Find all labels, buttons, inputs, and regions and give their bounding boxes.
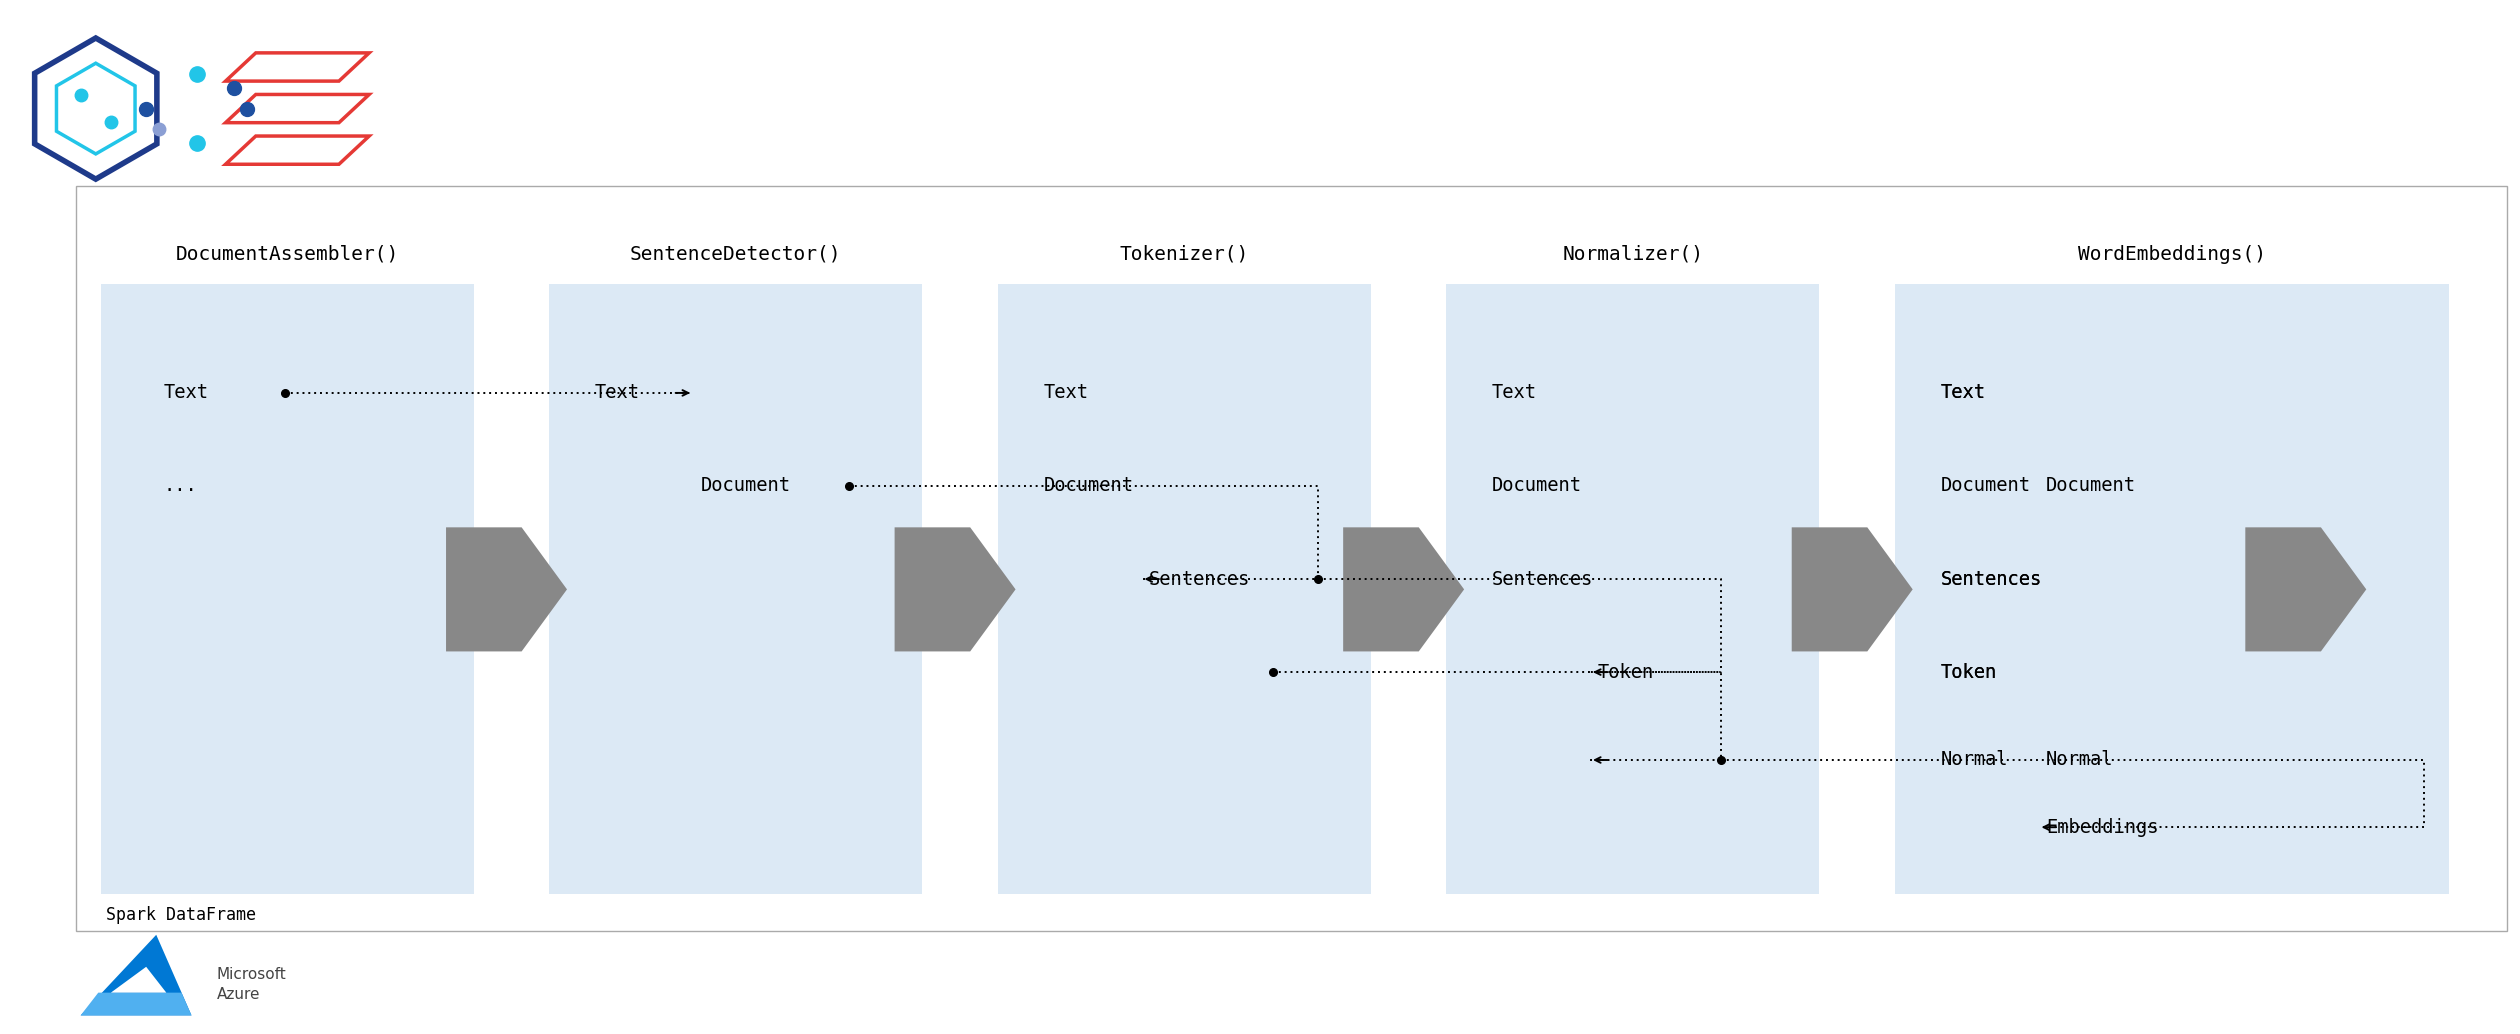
Text: Text: Text bbox=[1492, 384, 1537, 402]
Text: Text: Text bbox=[1940, 384, 1986, 402]
Text: SentenceDetector(): SentenceDetector() bbox=[630, 245, 842, 264]
Text: Microsoft: Microsoft bbox=[217, 967, 287, 981]
Polygon shape bbox=[111, 967, 166, 993]
Text: Document: Document bbox=[1492, 477, 1583, 495]
Text: Sentences: Sentences bbox=[1940, 570, 2041, 588]
Text: Normal: Normal bbox=[1940, 751, 2008, 769]
Text: Document: Document bbox=[701, 477, 791, 495]
Text: Embeddings: Embeddings bbox=[2046, 818, 2160, 837]
Text: Text: Text bbox=[1043, 384, 1089, 402]
Text: WordEmbeddings(): WordEmbeddings() bbox=[2079, 245, 2265, 264]
Text: Sentences: Sentences bbox=[1492, 570, 1593, 588]
Text: Sentences: Sentences bbox=[1149, 570, 1250, 588]
Text: Tokenizer(): Tokenizer() bbox=[1119, 245, 1250, 264]
Text: Sentences: Sentences bbox=[1940, 570, 2041, 588]
Text: Azure: Azure bbox=[217, 987, 260, 1002]
Polygon shape bbox=[2245, 527, 2366, 651]
Polygon shape bbox=[1343, 527, 1464, 651]
Polygon shape bbox=[81, 993, 192, 1015]
Polygon shape bbox=[446, 527, 567, 651]
Polygon shape bbox=[1792, 527, 1913, 651]
Text: Spark DataFrame: Spark DataFrame bbox=[106, 906, 257, 924]
Text: DocumentAssembler(): DocumentAssembler() bbox=[176, 245, 398, 264]
FancyBboxPatch shape bbox=[1895, 284, 2449, 894]
Text: Text: Text bbox=[164, 384, 209, 402]
Text: Text: Text bbox=[595, 384, 640, 402]
Text: Token: Token bbox=[1940, 663, 1996, 681]
Text: Normalizer(): Normalizer() bbox=[1562, 245, 1704, 264]
FancyBboxPatch shape bbox=[1446, 284, 1819, 894]
Text: Token: Token bbox=[1598, 663, 1653, 681]
Text: Document: Document bbox=[1940, 477, 2031, 495]
Text: Text: Text bbox=[1940, 384, 1986, 402]
FancyBboxPatch shape bbox=[998, 284, 1371, 894]
Polygon shape bbox=[81, 935, 192, 1015]
FancyBboxPatch shape bbox=[549, 284, 922, 894]
FancyBboxPatch shape bbox=[101, 284, 474, 894]
Polygon shape bbox=[895, 527, 1016, 651]
Text: Normal: Normal bbox=[2046, 751, 2114, 769]
Text: Document: Document bbox=[2046, 477, 2137, 495]
Text: Token: Token bbox=[1940, 663, 1996, 681]
Text: ...: ... bbox=[164, 477, 197, 495]
Text: Document: Document bbox=[1043, 477, 1134, 495]
FancyBboxPatch shape bbox=[76, 186, 2507, 931]
